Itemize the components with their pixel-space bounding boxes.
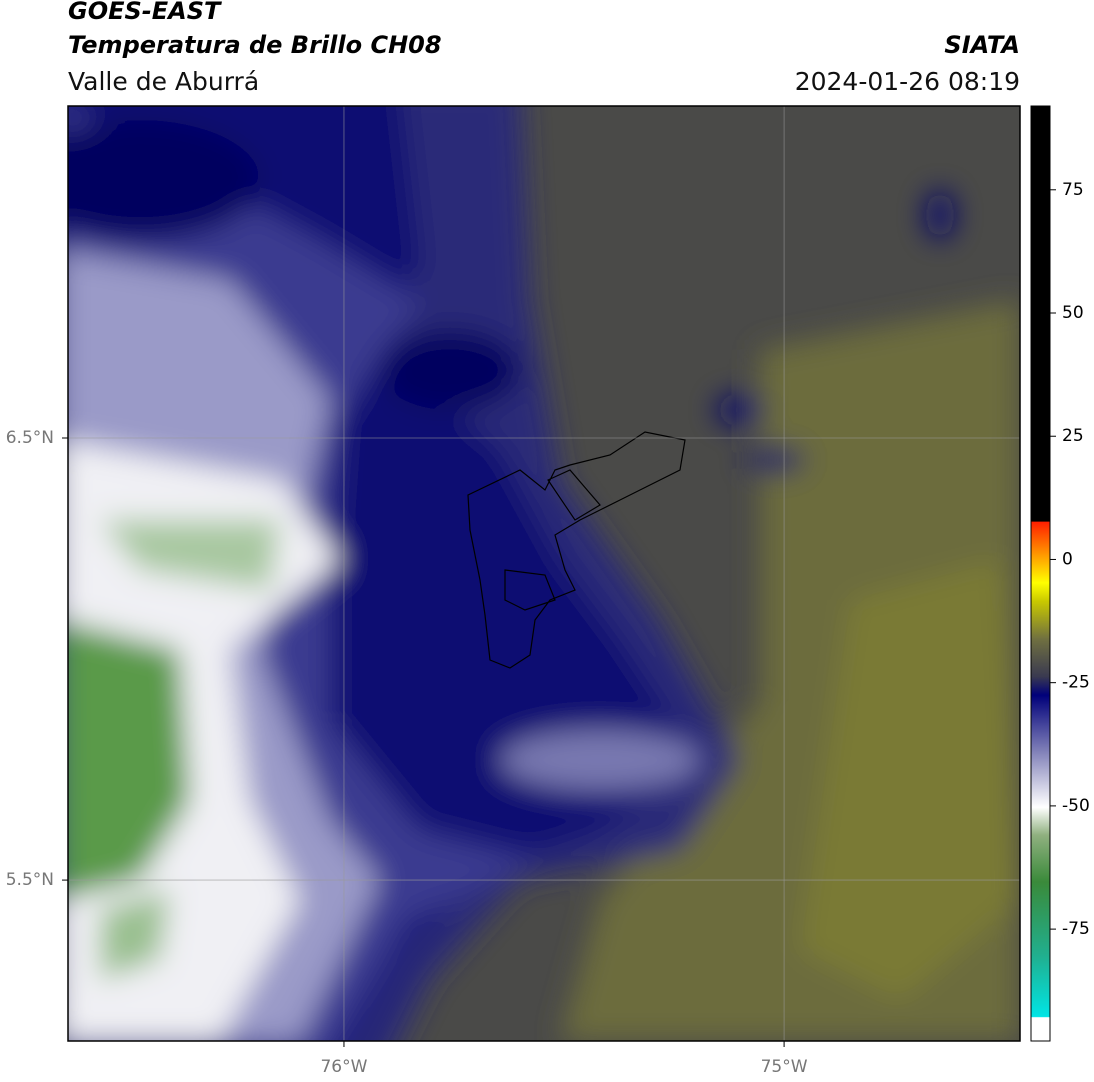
grid xyxy=(68,106,1020,1041)
y-tick-label: 5.5°N xyxy=(6,870,54,890)
satellite-image xyxy=(68,106,1020,1041)
colorbar-tick-label: -50 xyxy=(1062,796,1090,816)
title: GOES-EAST xyxy=(68,0,222,25)
colorbar-tick-label: 25 xyxy=(1062,426,1084,446)
colorbar-tick-label: -75 xyxy=(1062,919,1090,939)
map-frame xyxy=(67,105,1021,1042)
colorbar-tick-label: 75 xyxy=(1062,180,1084,200)
subtitle: Temperatura de Brillo CH08 xyxy=(68,31,442,59)
colorbar-tick-label: 50 xyxy=(1062,303,1084,323)
colorbar xyxy=(1030,105,1051,1042)
datetime: 2024-01-26 08:19 xyxy=(795,67,1020,96)
x-tick-label: 76°W xyxy=(320,1057,367,1077)
region: Valle de Aburrá xyxy=(68,67,259,96)
x-tick-label: 75°W xyxy=(761,1057,808,1077)
colorbar-tick-label: -25 xyxy=(1062,673,1090,693)
agency: SIATA xyxy=(944,31,1020,59)
colorbar-tick-label: 0 xyxy=(1062,549,1073,569)
y-tick-label: 6.5°N xyxy=(6,428,54,448)
